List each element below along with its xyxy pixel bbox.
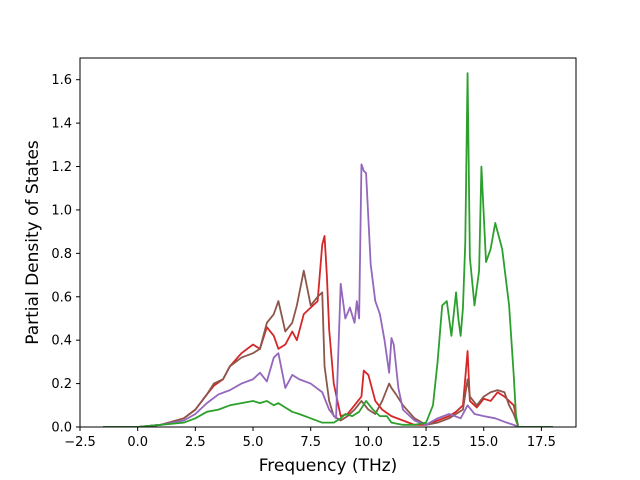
y-axis-label: Partial Density of States — [23, 140, 43, 345]
plot-frame — [79, 57, 577, 428]
y-tick-label: 0.0 — [51, 421, 72, 436]
y-tick-label: 0.6 — [51, 290, 72, 305]
x-tick-label: 2.5 — [185, 435, 206, 450]
x-tick-label: 0.0 — [127, 435, 148, 450]
x-tick-label: 15.0 — [469, 435, 498, 450]
x-tick-label: 17.5 — [527, 435, 556, 450]
series-line-3 — [103, 163, 553, 427]
y-tick-label: 1.6 — [51, 73, 72, 88]
x-tick-label: 5.0 — [243, 435, 264, 450]
x-tick-label: 10.0 — [354, 435, 383, 450]
y-tick-label: 0.4 — [51, 334, 72, 349]
y-tick-label: 0.8 — [51, 247, 72, 262]
x-axis-ticks: −2.5 0.0 2.5 5.0 7.5 10.0 12.5 15.0 17.5 — [64, 427, 556, 450]
y-tick-label: 1.0 — [51, 203, 72, 218]
series-line-2 — [103, 269, 553, 427]
series-lines — [103, 72, 553, 427]
y-tick-label: 1.4 — [51, 117, 72, 132]
x-tick-label: 12.5 — [412, 435, 441, 450]
series-line-4 — [103, 72, 553, 427]
x-tick-label: 7.5 — [300, 435, 321, 450]
y-axis-ticks: 0.0 0.2 0.4 0.6 0.8 1.0 1.2 1.4 1.6 — [51, 73, 80, 436]
x-axis-label: Frequency (THz) — [259, 456, 398, 476]
y-tick-label: 0.2 — [51, 377, 72, 392]
x-tick-label: −2.5 — [64, 435, 96, 450]
series-line-1 — [103, 235, 553, 427]
y-tick-label: 1.2 — [51, 160, 72, 175]
